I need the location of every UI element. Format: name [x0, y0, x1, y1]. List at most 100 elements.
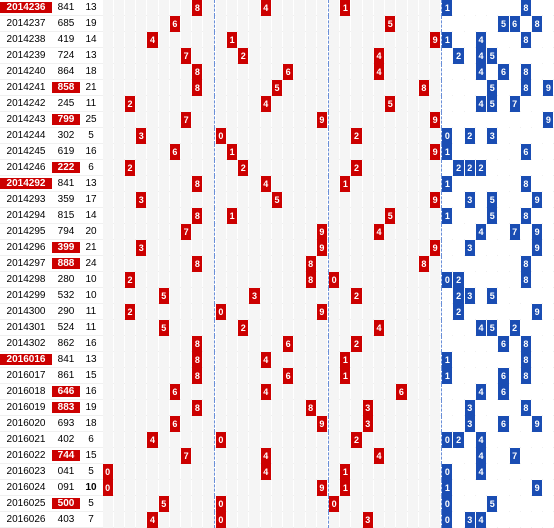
tail-cell — [487, 384, 497, 400]
grid-cell — [408, 128, 418, 144]
tail-cell — [476, 208, 486, 224]
grid-cell — [103, 304, 113, 320]
grid-cell — [159, 96, 169, 112]
tail-cell — [510, 464, 520, 480]
grid-cell — [114, 32, 124, 48]
grid-cell — [408, 480, 418, 496]
grid-cell — [340, 416, 350, 432]
grid-cell — [203, 64, 213, 80]
period-cell: 2014236 — [0, 2, 52, 13]
zone2: 3 — [215, 288, 327, 304]
zone2: 9 — [215, 112, 327, 128]
data-row: 20160168411384118 — [0, 352, 554, 368]
tail-cell — [453, 128, 463, 144]
tail-cell: 5 — [498, 16, 508, 32]
grid-cell — [114, 512, 124, 528]
tail-cell — [453, 176, 463, 192]
zone1: 4 — [102, 512, 214, 528]
tail-cell — [453, 32, 463, 48]
grid-cell — [430, 448, 440, 464]
tail-cell — [476, 288, 486, 304]
tail-cell — [487, 304, 497, 320]
grid-cell: 4 — [374, 448, 384, 464]
grid-cell — [103, 128, 113, 144]
grid-cell — [227, 48, 237, 64]
grid-cell — [294, 432, 304, 448]
grid-cell — [114, 208, 124, 224]
grid-cell — [351, 416, 361, 432]
grid-cell — [396, 368, 406, 384]
grid-cell — [261, 32, 271, 48]
zone2: 0 — [215, 496, 327, 512]
grid-cell — [396, 0, 406, 16]
grid-cell — [261, 160, 271, 176]
grid-cell — [385, 240, 395, 256]
tail-zone: 18 — [442, 352, 554, 368]
tail-cell: 8 — [521, 64, 531, 80]
grid-cell — [340, 496, 350, 512]
grid-cell — [317, 0, 327, 16]
tail-cell — [543, 224, 553, 240]
data-row: 201424086418864468 — [0, 64, 554, 80]
grid-cell — [136, 320, 146, 336]
grid-cell — [136, 496, 146, 512]
span-cell: 6 — [80, 162, 102, 173]
period-cell: 2014241 — [0, 82, 52, 93]
tail-cell — [487, 400, 497, 416]
grid-cell — [181, 176, 191, 192]
grid-cell — [227, 128, 237, 144]
tail-cell — [476, 192, 486, 208]
grid-cell — [351, 304, 361, 320]
tail-cell: 2 — [453, 304, 463, 320]
grid-cell — [306, 32, 316, 48]
grid-cell — [261, 432, 271, 448]
span-cell: 13 — [80, 178, 102, 189]
grid-cell — [181, 160, 191, 176]
grid-cell — [216, 48, 226, 64]
tail-cell — [487, 432, 497, 448]
tail-cell — [521, 16, 531, 32]
tail-cell — [543, 160, 553, 176]
grid-cell — [238, 432, 248, 448]
grid-cell — [103, 80, 113, 96]
grid-cell: 6 — [170, 144, 180, 160]
tail-cell — [442, 80, 452, 96]
period-cell: 2016023 — [0, 466, 52, 477]
grid-cell — [317, 464, 327, 480]
grid-cell — [329, 80, 339, 96]
grid-cell — [396, 208, 406, 224]
grid-cell — [294, 416, 304, 432]
tail-cell: 8 — [521, 368, 531, 384]
grid-cell — [238, 384, 248, 400]
grid-cell: 8 — [306, 400, 316, 416]
grid-cell — [408, 384, 418, 400]
tail-cell — [453, 192, 463, 208]
zone3: 1 — [329, 464, 441, 480]
grid-cell: 0 — [216, 512, 226, 528]
grid-cell — [261, 320, 271, 336]
grid-cell — [114, 416, 124, 432]
grid-cell — [317, 400, 327, 416]
tail-cell: 5 — [487, 192, 497, 208]
tail-zone: 024 — [442, 432, 554, 448]
tail-cell — [510, 480, 520, 496]
tail-cell — [543, 272, 553, 288]
zone2: 6 — [215, 336, 327, 352]
grid-cell — [103, 240, 113, 256]
grid-cell — [114, 384, 124, 400]
grid-cell — [249, 480, 259, 496]
grid-cell: 8 — [192, 256, 202, 272]
tail-cell: 5 — [487, 208, 497, 224]
tail-cell — [465, 336, 475, 352]
grid-cell — [181, 288, 191, 304]
tail-cell: 2 — [453, 48, 463, 64]
tail-cell — [442, 448, 452, 464]
grid-cell — [114, 160, 124, 176]
tail-cell — [510, 400, 520, 416]
grid-cell: 2 — [238, 320, 248, 336]
grid-cell — [351, 208, 361, 224]
grid-cell — [396, 128, 406, 144]
grid-cell — [408, 336, 418, 352]
tail-cell — [487, 64, 497, 80]
data-row: 20142963992139939 — [0, 240, 554, 256]
